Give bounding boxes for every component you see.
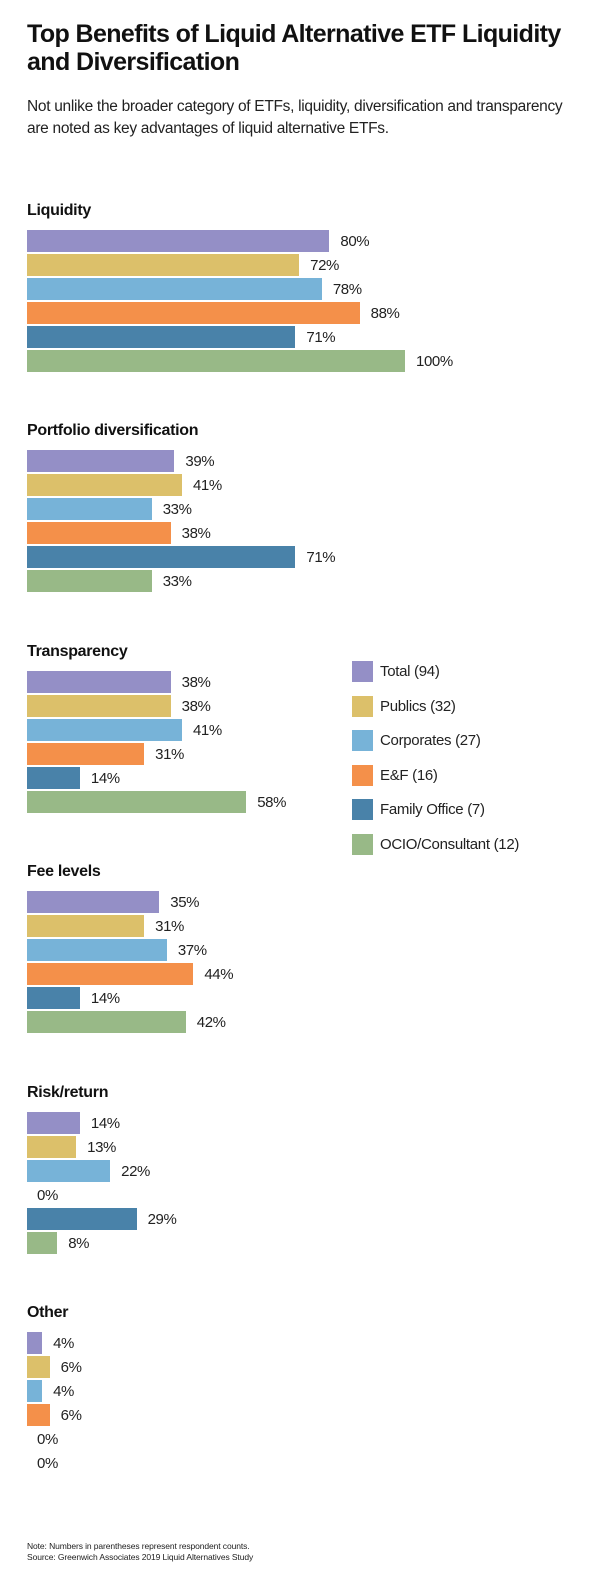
- bar: [27, 1332, 43, 1354]
- chart-title: Top Benefits of Liquid Alternative ETF L…: [27, 20, 561, 76]
- bar: [27, 915, 145, 938]
- bar: [27, 1231, 58, 1254]
- legend-label: Family Office (7): [380, 801, 485, 819]
- bar-value-label: 31%: [155, 745, 184, 763]
- bar: [27, 670, 171, 693]
- legend-label: Publics (32): [380, 697, 456, 715]
- bar: [27, 694, 171, 717]
- bar-value-label: 13%: [87, 1138, 116, 1156]
- bar-value-label: 4%: [53, 1383, 74, 1400]
- footnote-source: Source: Greenwich Associates 2019 Liquid…: [27, 1552, 254, 1562]
- footnote-note: Note: Numbers in parentheses represent r…: [27, 1541, 250, 1551]
- bar: [27, 350, 405, 372]
- bar: [27, 1011, 186, 1034]
- bar: [27, 522, 171, 545]
- group-title: Other: [27, 1304, 69, 1321]
- bar-value-label: 31%: [155, 918, 184, 936]
- bar-value-label: 71%: [306, 549, 336, 567]
- bar-value-label: 0%: [37, 1455, 58, 1472]
- bar: [27, 1135, 77, 1158]
- group-title: Risk/return: [27, 1083, 109, 1101]
- legend-swatch: [352, 834, 373, 855]
- bar: [27, 718, 182, 741]
- bar: [27, 891, 160, 914]
- bar-value-label: 39%: [185, 453, 215, 471]
- legend-swatch: [352, 730, 373, 752]
- bar: [27, 939, 167, 962]
- bar: [27, 302, 360, 324]
- bar-value-label: 14%: [90, 1114, 120, 1132]
- legend-swatch: [352, 661, 373, 682]
- bar-value-label: 0%: [37, 1431, 58, 1448]
- legend-label: Corporates (27): [380, 732, 481, 750]
- group-title: Transparency: [27, 642, 128, 660]
- legend-label: E&F (16): [380, 766, 438, 784]
- bar: [27, 963, 194, 986]
- bar: [27, 254, 300, 276]
- legend-label: Total (94): [380, 663, 440, 680]
- bar: [27, 230, 330, 252]
- bar: [27, 1380, 43, 1402]
- bar-value-label: 37%: [177, 942, 207, 960]
- bar: [27, 1356, 50, 1378]
- bar: [27, 326, 296, 348]
- bar-value-label: 29%: [147, 1210, 177, 1228]
- bar: [27, 546, 296, 569]
- bar-value-label: 33%: [162, 573, 192, 591]
- bar-value-label: 8%: [68, 1234, 90, 1252]
- bar: [27, 1404, 50, 1426]
- bar-value-label: 80%: [340, 233, 370, 250]
- bar-value-label: 38%: [181, 697, 211, 715]
- bar: [27, 498, 152, 521]
- bar: [27, 766, 80, 789]
- bar-value-label: 33%: [162, 501, 192, 519]
- bar-value-label: 6%: [60, 1359, 82, 1376]
- bar-value-label: 38%: [181, 673, 211, 691]
- bar-value-label: 100%: [416, 353, 453, 370]
- bar-value-label: 72%: [310, 257, 339, 274]
- bar-value-label: 42%: [196, 1014, 226, 1032]
- bar-value-label: 4%: [53, 1335, 74, 1352]
- bar: [27, 474, 182, 497]
- bar-value-label: 6%: [60, 1407, 82, 1424]
- group-title: Liquidity: [27, 202, 91, 219]
- bar: [27, 1207, 137, 1230]
- bar-value-label: 58%: [257, 793, 287, 811]
- bar-value-label: 35%: [170, 894, 200, 912]
- bar-value-label: 14%: [90, 769, 120, 787]
- legend-swatch: [352, 764, 373, 786]
- bar: [27, 1111, 80, 1134]
- bar-value-label: 14%: [90, 990, 120, 1008]
- bar: [27, 450, 175, 473]
- bar-value-label: 0%: [37, 1186, 58, 1204]
- group-title: Portfolio diversification: [27, 422, 199, 440]
- chart-subtitle: Not unlike the broader category of ETFs,…: [27, 98, 563, 137]
- bar-value-label: 88%: [370, 305, 400, 322]
- bar-value-label: 22%: [121, 1162, 150, 1180]
- bar-value-label: 44%: [204, 966, 234, 984]
- legend-label: OCIO/Consultant (12): [380, 836, 520, 853]
- bar: [27, 1159, 111, 1182]
- bar: [27, 987, 80, 1010]
- bar-value-label: 41%: [192, 721, 222, 739]
- bar-value-label: 71%: [306, 329, 336, 346]
- bar: [27, 570, 152, 593]
- bar-value-label: 41%: [192, 477, 222, 495]
- bar: [27, 742, 145, 765]
- legend-swatch: [352, 695, 373, 717]
- legend-swatch: [352, 799, 373, 821]
- bar: [27, 278, 322, 300]
- bar-value-label: 78%: [332, 281, 362, 298]
- group-title: Fee levels: [27, 863, 101, 881]
- bar: [27, 790, 247, 813]
- bar-value-label: 38%: [181, 525, 211, 543]
